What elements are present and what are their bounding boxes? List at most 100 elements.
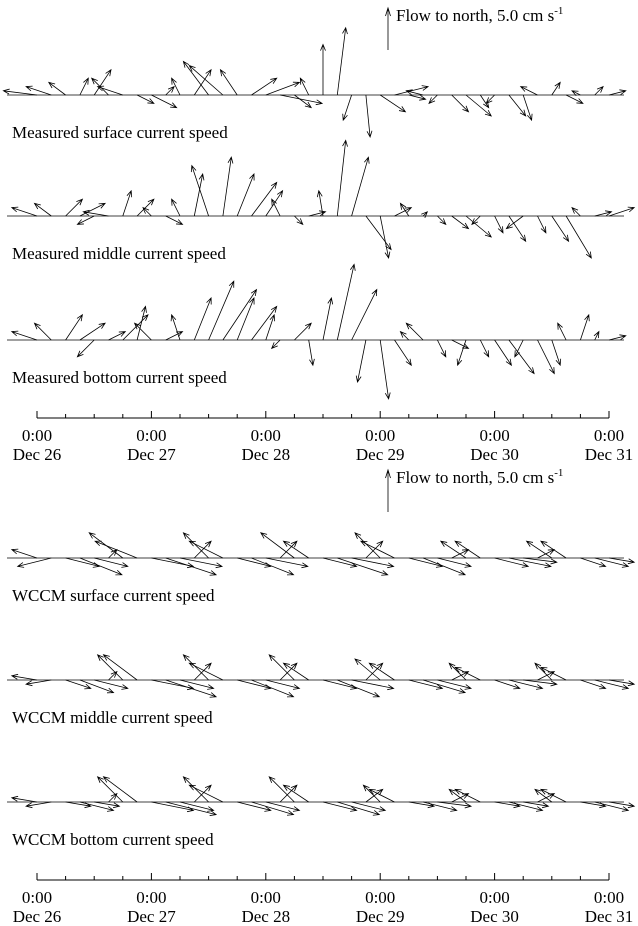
stick — [451, 94, 470, 113]
stick — [170, 313, 181, 341]
stick — [354, 658, 381, 681]
x-tick-date: Dec 30 — [470, 907, 519, 926]
stick — [399, 202, 410, 217]
stick — [237, 801, 272, 812]
stick — [179, 679, 215, 690]
stick — [537, 215, 547, 234]
stick — [359, 540, 395, 559]
stick — [508, 94, 527, 117]
stick — [47, 81, 66, 96]
stick — [365, 540, 384, 559]
stick — [608, 89, 627, 96]
stick — [351, 156, 370, 217]
stick — [79, 801, 115, 812]
stick — [608, 206, 636, 217]
stick — [465, 94, 492, 117]
stick — [94, 679, 129, 690]
stick — [279, 662, 298, 681]
stick — [280, 94, 324, 106]
x-tick-label: 0:00 — [136, 888, 166, 907]
stick — [580, 679, 607, 690]
x-tick-label: 0:00 — [365, 426, 395, 445]
stick — [362, 784, 381, 803]
stick — [337, 679, 381, 698]
stick — [194, 540, 212, 559]
stick — [571, 90, 581, 96]
stick — [448, 788, 467, 803]
stick — [351, 557, 395, 569]
stick — [193, 297, 212, 341]
stick — [165, 331, 184, 341]
stick — [421, 211, 429, 218]
stick — [508, 557, 552, 569]
stick — [505, 215, 524, 230]
stick — [25, 85, 52, 96]
x-tick-date: Dec 28 — [241, 445, 290, 464]
stick — [571, 206, 581, 217]
stick — [537, 339, 555, 375]
stick — [365, 94, 373, 139]
x-tick-label: 0:00 — [136, 426, 166, 445]
x-tick-label: 0:00 — [594, 888, 624, 907]
series-label: Measured bottom current speed — [12, 368, 227, 387]
stick — [471, 215, 481, 226]
stick — [25, 679, 52, 687]
stick — [351, 288, 378, 341]
stick — [165, 679, 218, 698]
stick — [594, 210, 613, 217]
stick — [294, 322, 312, 341]
stick — [222, 288, 258, 341]
stick — [523, 557, 558, 565]
stick — [454, 540, 481, 559]
stick — [320, 43, 326, 95]
stick — [136, 305, 147, 341]
stick — [365, 662, 384, 681]
x-tick-date: Dec 26 — [13, 907, 62, 926]
scale-arrow — [385, 468, 391, 512]
stick — [65, 801, 92, 809]
stick — [437, 557, 473, 568]
stick — [270, 339, 281, 350]
stick — [251, 679, 295, 698]
scale-label: Flow to north, 5.0 cm s-1 — [396, 5, 563, 25]
stick — [102, 776, 138, 803]
stick — [171, 77, 181, 96]
stick — [523, 679, 558, 687]
stick — [65, 679, 92, 690]
series-label: WCCM middle current speed — [12, 708, 213, 727]
stick — [151, 94, 178, 109]
stick — [557, 322, 567, 341]
stick — [394, 207, 413, 217]
stick — [608, 557, 636, 565]
stick — [294, 215, 304, 226]
stick — [368, 662, 395, 681]
stick — [219, 68, 238, 96]
stick — [423, 801, 458, 812]
stick — [179, 801, 215, 812]
x-tick-date: Dec 31 — [585, 445, 634, 464]
stick — [282, 540, 309, 559]
stick — [102, 654, 138, 681]
stick — [182, 532, 209, 559]
stick — [551, 81, 561, 96]
stick — [437, 215, 447, 226]
stick — [494, 801, 521, 809]
stick — [93, 68, 112, 96]
stick — [79, 557, 123, 576]
stick — [508, 339, 535, 375]
stick — [299, 77, 310, 96]
stick — [194, 662, 212, 681]
stick — [188, 64, 224, 96]
stick — [368, 788, 395, 803]
stick — [365, 215, 392, 251]
stick — [190, 164, 209, 217]
x-tick-label: 0:00 — [251, 888, 281, 907]
stick — [279, 540, 298, 559]
stick — [279, 784, 298, 803]
stick — [494, 339, 512, 367]
stick — [448, 662, 467, 681]
stick — [171, 198, 181, 217]
stick — [494, 557, 530, 568]
stick — [265, 557, 309, 569]
